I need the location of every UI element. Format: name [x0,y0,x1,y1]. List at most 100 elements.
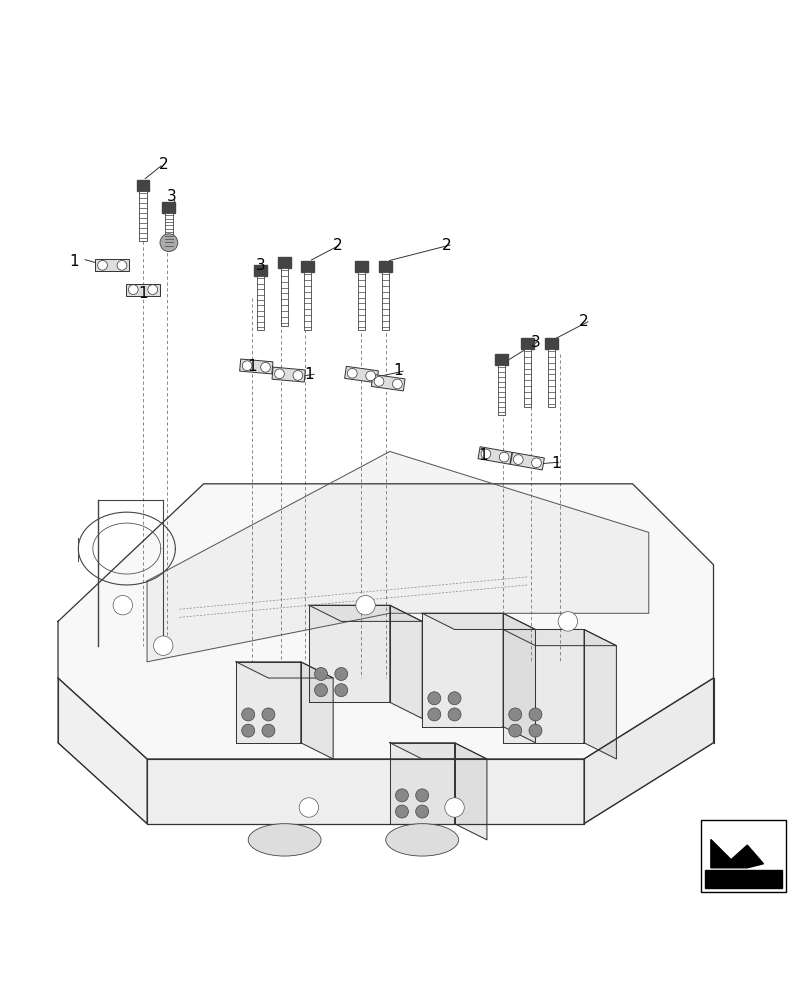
Bar [139,191,147,241]
Text: 1: 1 [393,363,402,378]
Polygon shape [503,629,616,646]
Bar [136,180,149,191]
Circle shape [314,668,327,680]
Bar [705,870,781,888]
Circle shape [262,708,275,721]
FancyBboxPatch shape [478,447,512,464]
Circle shape [242,724,255,737]
Bar [544,338,557,349]
Circle shape [242,361,251,371]
Polygon shape [503,629,583,743]
Circle shape [392,379,401,389]
Polygon shape [58,678,147,824]
Polygon shape [422,613,503,727]
Circle shape [274,369,284,379]
Polygon shape [583,678,713,824]
Circle shape [148,285,157,294]
Ellipse shape [248,824,320,856]
Text: 1: 1 [478,448,487,463]
Circle shape [528,724,541,737]
Polygon shape [308,605,422,621]
Circle shape [427,708,440,721]
Circle shape [395,789,408,802]
Text: 2: 2 [332,238,341,253]
Bar [497,365,504,415]
Polygon shape [422,613,534,629]
Circle shape [499,452,508,462]
Bar [382,272,389,330]
Circle shape [355,595,375,615]
Bar [165,213,172,247]
Circle shape [444,798,464,817]
Bar [256,276,264,330]
Text: 1: 1 [247,359,257,374]
Circle shape [298,798,318,817]
Circle shape [395,805,408,818]
Polygon shape [147,451,648,662]
Circle shape [531,458,541,468]
Polygon shape [236,662,300,743]
Polygon shape [503,613,534,743]
Bar [278,257,290,268]
FancyBboxPatch shape [239,359,272,374]
Circle shape [374,377,384,386]
Ellipse shape [385,824,458,856]
Text: 1: 1 [69,254,79,269]
Bar [354,261,367,272]
Text: 1: 1 [303,367,313,382]
Circle shape [334,668,347,680]
Circle shape [262,724,275,737]
Polygon shape [147,759,583,824]
Bar [379,261,392,272]
Polygon shape [710,839,762,868]
Bar [303,272,311,330]
Bar [521,338,533,349]
Circle shape [480,449,490,459]
Bar [281,268,288,326]
Circle shape [113,595,132,615]
Bar [701,820,785,892]
Bar [254,265,267,276]
Text: 1: 1 [550,456,560,471]
Polygon shape [389,743,487,759]
Circle shape [347,368,357,378]
Circle shape [427,692,440,705]
Circle shape [448,708,461,721]
Polygon shape [454,743,487,840]
Circle shape [97,260,107,270]
Text: 1: 1 [138,286,148,301]
Circle shape [513,455,522,464]
Circle shape [160,234,178,252]
FancyBboxPatch shape [272,367,305,382]
Polygon shape [308,605,389,702]
Bar [358,272,365,330]
Polygon shape [583,629,616,759]
Bar [547,349,555,407]
Bar [162,202,175,213]
Text: 3: 3 [166,189,176,204]
Bar [300,261,313,272]
Circle shape [242,708,255,721]
Bar [495,354,508,365]
FancyBboxPatch shape [371,374,405,391]
Circle shape [334,684,347,697]
Circle shape [508,708,521,721]
Circle shape [260,362,270,372]
Circle shape [314,684,327,697]
Circle shape [508,724,521,737]
FancyBboxPatch shape [344,366,378,383]
Polygon shape [300,662,333,759]
Circle shape [528,708,541,721]
Text: 2: 2 [441,238,451,253]
Polygon shape [236,662,333,678]
Text: 2: 2 [578,314,588,329]
Polygon shape [58,484,713,759]
Circle shape [415,789,428,802]
Text: 2: 2 [158,157,168,172]
Circle shape [557,612,577,631]
FancyBboxPatch shape [95,259,129,271]
Circle shape [448,692,461,705]
Bar [523,349,530,407]
FancyBboxPatch shape [510,452,543,470]
Circle shape [117,260,127,270]
